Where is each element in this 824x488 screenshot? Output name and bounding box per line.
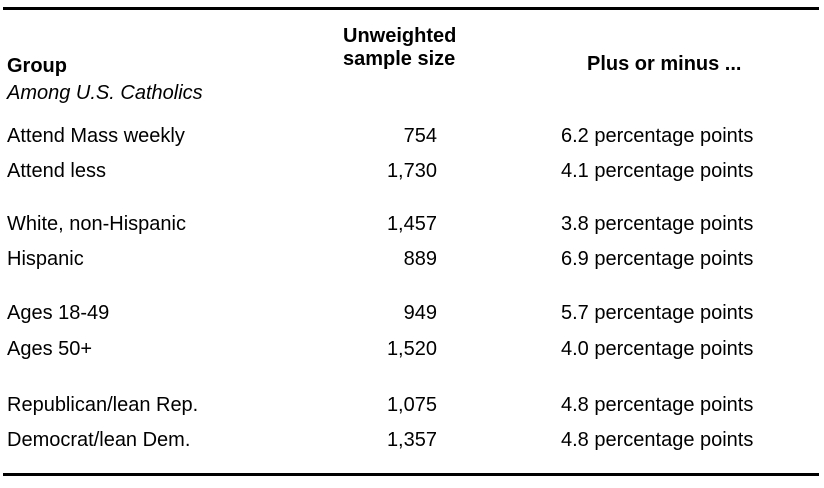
bottom-rule: [3, 473, 819, 476]
sample-size-cell: 889: [403, 248, 437, 270]
sample-size-cell: 1,357: [386, 429, 437, 451]
sample-size-cell: 1,730: [386, 160, 437, 182]
group-cell: Attend less: [7, 160, 106, 182]
moe-cell: 6.2 percentage points: [561, 125, 754, 147]
section-note: Among U.S. Catholics: [7, 82, 203, 104]
group-cell: Attend Mass weekly: [7, 125, 185, 147]
group-cell: Democrat/lean Dem.: [7, 429, 191, 451]
moe-cell: 6.9 percentage points: [561, 248, 754, 270]
top-rule: [3, 7, 819, 10]
sample-size-cell: 1,520: [386, 338, 437, 360]
table-row: Democrat/lean Dem. 1,357 4.8 percentage …: [0, 429, 824, 451]
column-header-sample-size: Unweighted sample size: [343, 25, 456, 71]
group-cell: White, non-Hispanic: [7, 213, 186, 235]
moe-cell: 4.8 percentage points: [561, 394, 754, 416]
table-row: Attend Mass weekly 754 6.2 percentage po…: [0, 125, 824, 147]
group-cell: Ages 50+: [7, 338, 93, 360]
table-row: Attend less 1,730 4.1 percentage points: [0, 160, 824, 182]
table-row: Ages 50+ 1,520 4.0 percentage points: [0, 338, 824, 360]
table-row: Ages 18-49 949 5.7 percentage points: [0, 302, 824, 324]
group-cell: Hispanic: [7, 248, 84, 270]
sample-size-cell: 754: [403, 125, 437, 147]
column-header-sample-size-line2: sample size: [343, 48, 456, 70]
moe-cell: 5.7 percentage points: [561, 302, 754, 324]
moe-cell: 3.8 percentage points: [561, 213, 754, 235]
sample-size-cell: 949: [403, 302, 437, 324]
group-cell: Ages 18-49: [7, 302, 110, 324]
group-cell: Republican/lean Rep.: [7, 394, 199, 416]
table-row: White, non-Hispanic 1,457 3.8 percentage…: [0, 213, 824, 235]
moe-cell: 4.1 percentage points: [561, 160, 754, 182]
moe-cell: 4.8 percentage points: [561, 429, 754, 451]
column-header-group: Group: [7, 55, 67, 77]
moe-cell: 4.0 percentage points: [561, 338, 754, 360]
sample-size-cell: 1,075: [386, 394, 437, 416]
column-header-sample-size-line1: Unweighted: [343, 25, 457, 47]
sample-size-cell: 1,457: [386, 213, 437, 235]
column-header-plus-or-minus: Plus or minus ...: [587, 53, 742, 75]
table-row: Republican/lean Rep. 1,075 4.8 percentag…: [0, 394, 824, 416]
table-row: Hispanic 889 6.9 percentage points: [0, 248, 824, 270]
